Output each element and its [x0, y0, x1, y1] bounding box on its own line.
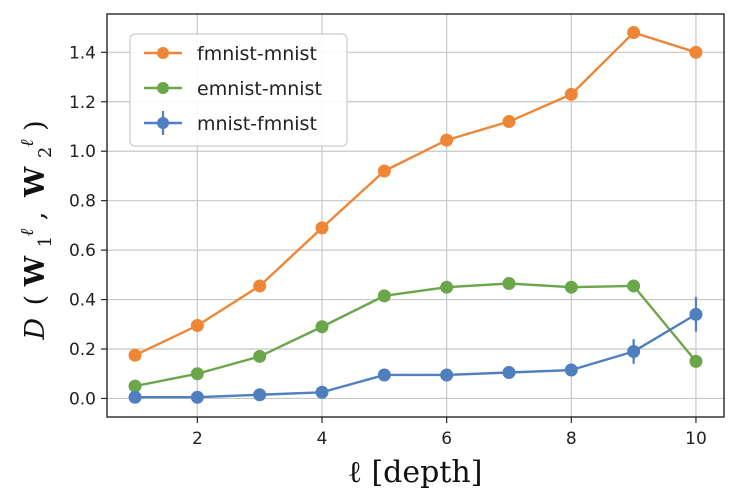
y-tick-label: 1.0: [69, 142, 96, 162]
x-tick-label: 2: [192, 429, 203, 449]
data-point: [689, 307, 703, 321]
data-point: [377, 289, 391, 303]
data-point: [253, 279, 267, 293]
data-point: [315, 221, 329, 235]
data-point: [377, 164, 391, 178]
data-point: [689, 354, 703, 368]
x-axis-title: ℓ [depth]: [348, 455, 483, 490]
x-tick-label: 6: [441, 429, 452, 449]
legend-item: fmnist-mnist: [144, 43, 317, 65]
data-point: [564, 87, 578, 101]
y-tick-label: 0.8: [69, 192, 96, 212]
series-emnist-mnist: [128, 276, 703, 393]
data-point: [502, 115, 516, 129]
legend-label: fmnist-mnist: [197, 43, 317, 65]
legend-marker: [157, 117, 169, 129]
legend-label: mnist-fmnist: [197, 113, 317, 135]
plot-frame: [106, 13, 725, 418]
series-layer: [128, 26, 703, 404]
data-point: [377, 368, 391, 382]
data-point: [128, 348, 142, 362]
y-tick-label: 0.4: [69, 291, 96, 311]
y-axis-label: D ( W 1 ℓ , W 2 ℓ ): [9, 120, 58, 340]
data-point: [315, 320, 329, 334]
y-tick-label: 0.2: [69, 340, 96, 360]
data-point: [128, 379, 142, 393]
legend-label: emnist-mnist: [197, 78, 322, 100]
data-point: [502, 276, 516, 290]
legend-item: mnist-fmnist: [144, 111, 317, 135]
x-tick-label: 4: [317, 429, 328, 449]
y-tick-label: 0.6: [69, 241, 96, 261]
data-point: [627, 26, 641, 40]
x-tick-label: 10: [685, 429, 707, 449]
data-point: [440, 133, 454, 147]
y-tick-label: 0.0: [69, 389, 96, 409]
data-point: [627, 279, 641, 293]
series-mnist-fmnist: [128, 297, 703, 404]
data-point: [253, 388, 267, 402]
legend: fmnist-mnist emnist-mnist mnist-fmnist: [129, 33, 348, 147]
data-point: [315, 385, 329, 399]
x-axis-label: ℓ [depth]: [348, 455, 483, 490]
tick-labels: 2 4 6 8 10 0.0 0.2 0.4 0.6 0.8 1.0 1.2 1.4: [69, 43, 707, 449]
data-point: [440, 280, 454, 294]
data-point: [190, 367, 204, 381]
legend-item: emnist-mnist: [144, 78, 322, 100]
x-tick-label: 8: [566, 429, 577, 449]
data-point: [627, 344, 641, 358]
data-point: [128, 390, 142, 404]
data-point: [190, 390, 204, 404]
data-point: [689, 45, 703, 59]
y-tick-label: 1.4: [69, 43, 96, 63]
series-line: [134, 31, 697, 357]
data-point: [253, 349, 267, 363]
data-point: [564, 363, 578, 377]
svg-text:D ( W 1: D ( W 1 ℓ , W 2 ℓ ): [9, 120, 58, 340]
series-line: [135, 313, 697, 399]
data-point: [502, 365, 516, 379]
series-fmnist-mnist: [128, 26, 703, 362]
data-point: [564, 280, 578, 294]
legend-marker: [157, 47, 169, 59]
data-point: [440, 368, 454, 382]
y-tick-label: 1.2: [69, 93, 96, 113]
legend-box: [129, 33, 348, 147]
series-line: [134, 282, 697, 388]
data-point: [190, 319, 204, 333]
legend-marker: [157, 82, 169, 94]
